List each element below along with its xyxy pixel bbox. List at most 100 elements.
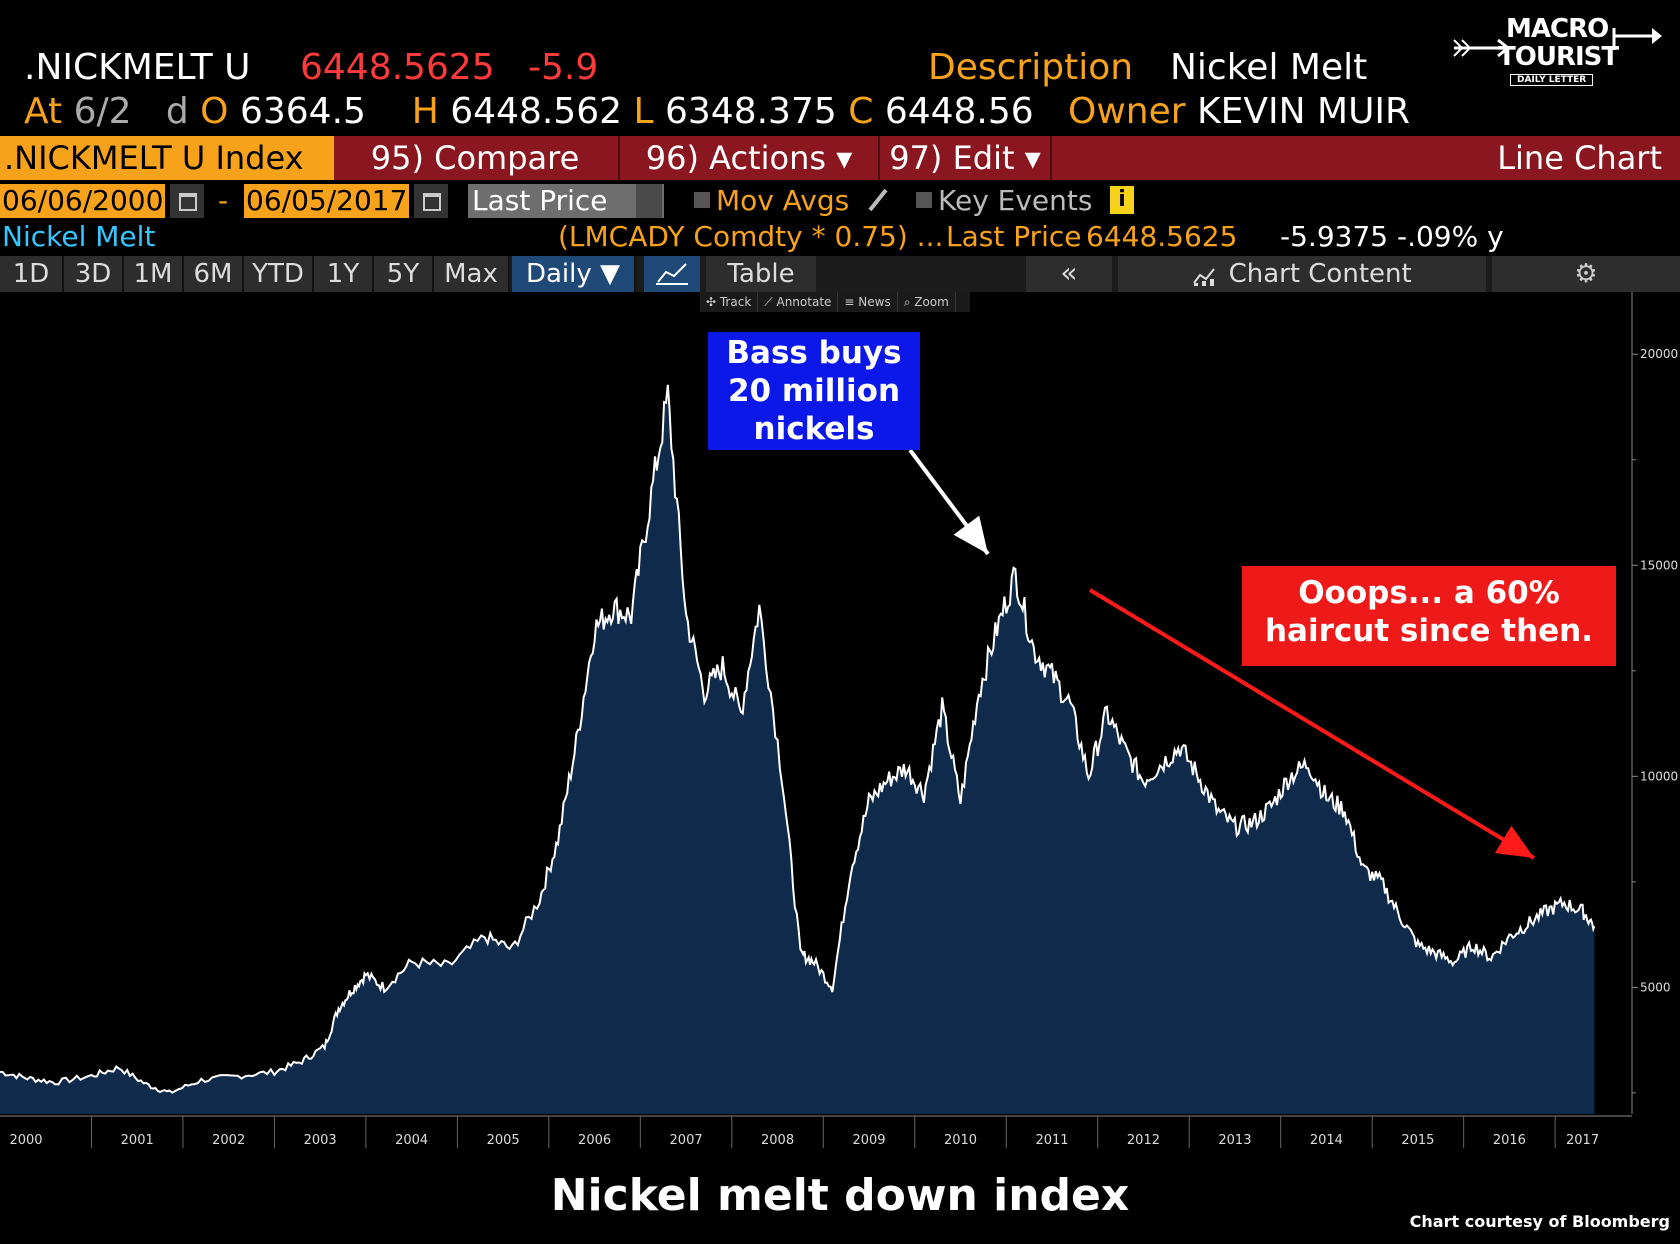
- compare-button[interactable]: 95) Compare: [332, 136, 620, 180]
- timeframe-1d[interactable]: 1D: [0, 256, 64, 292]
- x-tick-label: 2009: [852, 1133, 885, 1148]
- mov-avgs-label: Mov Avgs: [716, 184, 850, 217]
- chart-caption: Nickel melt down index: [550, 1170, 1130, 1221]
- low-label: L: [633, 91, 654, 132]
- macro-tourist-logo: MACRO TOURIST DAILY LETTER: [1450, 8, 1662, 88]
- mov-avgs-checkbox[interactable]: [694, 192, 710, 208]
- mini-toolbar-item[interactable]: ⌕ Zoom: [898, 292, 956, 312]
- open-label: O: [200, 91, 229, 132]
- line-chart-icon[interactable]: [644, 256, 700, 292]
- at-label: At: [24, 91, 63, 132]
- y-tick-label: 20000: [1640, 347, 1678, 361]
- y-tick-label: 15000: [1640, 558, 1678, 572]
- timeframe-3d[interactable]: 3D: [64, 256, 124, 292]
- start-date-input[interactable]: 06/06/2000: [0, 184, 166, 218]
- annotation-bass: Bass buys 20 million nickels: [708, 332, 920, 450]
- calendar-icon[interactable]: [414, 184, 448, 218]
- owner-value: KEVIN MUIR: [1197, 91, 1411, 132]
- flag-arrow-icon: [1612, 28, 1662, 50]
- x-tick-label: 2001: [121, 1133, 154, 1148]
- series-line: [0, 384, 1596, 1094]
- logo-line1: MACRO: [1506, 14, 1609, 44]
- x-tick-label: 2015: [1401, 1133, 1434, 1148]
- price-change: -5.9: [528, 47, 599, 88]
- last-price-label: Last Price: [946, 220, 1082, 253]
- series-area: [0, 384, 1595, 1114]
- annotation-haircut: Ooops... a 60% haircut since then.: [1242, 566, 1616, 666]
- series-change: -5.9375 -.09% y: [1280, 220, 1504, 253]
- x-tick-label: 2012: [1127, 1133, 1160, 1148]
- edit-button[interactable]: 97) Edit ▾: [880, 136, 1052, 180]
- x-tick-label: 2000: [9, 1133, 42, 1148]
- close-value: 6448.56: [884, 91, 1034, 132]
- ohlc-row: At 6/2 d O 6364.5 H 6448.562 L 6348.375 …: [24, 92, 1410, 132]
- description-label: Description: [928, 47, 1134, 88]
- mini-toolbar-item[interactable]: ⟋ Annotate: [758, 292, 839, 312]
- x-axis-band: [0, 1116, 1632, 1156]
- open-value: 6364.5: [239, 91, 366, 132]
- annotation-arrow-white-head: [953, 515, 988, 554]
- field-select[interactable]: Last Price: [468, 184, 664, 218]
- tab-table[interactable]: Table: [706, 256, 816, 292]
- annotation-arrow-red-head: [1494, 825, 1534, 858]
- ticker: .NICKMELT U: [24, 47, 251, 88]
- gear-icon[interactable]: ⚙: [1492, 256, 1680, 292]
- annotation-haircut-line: Ooops... a 60%: [1298, 575, 1560, 611]
- last-price: 6448.5625: [300, 47, 495, 88]
- owner-label: Owner: [1068, 91, 1186, 132]
- mini-toolbar-item[interactable]: ✣ Track: [700, 292, 759, 312]
- x-tick-label: 2010: [944, 1133, 977, 1148]
- last-price-value: 6448.5625: [1086, 220, 1238, 253]
- high-label: H: [411, 91, 439, 132]
- x-tick-label: 2006: [578, 1133, 611, 1148]
- chart-content-icon: [1193, 267, 1216, 286]
- daily-select[interactable]: Daily ▼: [512, 256, 636, 292]
- chart-content-button[interactable]: Chart Content: [1118, 256, 1486, 292]
- timeframe-6m[interactable]: 6M: [184, 256, 244, 292]
- x-tick-label: 2017: [1566, 1133, 1599, 1148]
- info-icon[interactable]: i: [1110, 186, 1134, 214]
- chart-content-label: Chart Content: [1228, 259, 1412, 289]
- series-formula: (LMCADY Comdty * 0.75) ...: [558, 220, 944, 253]
- chevron-down-icon[interactable]: [636, 184, 662, 218]
- actions-button[interactable]: 96) Actions ▾: [620, 136, 880, 180]
- y-tick-label: 10000: [1640, 769, 1678, 783]
- chart-mini-toolbar: ✣ Track ⟋ Annotate ≡ News ⌕ Zoom: [700, 292, 970, 312]
- mini-toolbar-item[interactable]: ≡ News: [838, 292, 898, 312]
- collapse-icon[interactable]: «: [1026, 256, 1112, 292]
- annotation-bass-line: Bass buys: [726, 335, 902, 371]
- low-value: 6348.375: [664, 91, 837, 132]
- annotation-haircut-line: haircut since then.: [1264, 613, 1594, 649]
- close-label: C: [848, 91, 874, 132]
- chart-area: 5000 10000 15000 20000 2000 2001 2002 2003 2004 2…: [0, 292, 1678, 1156]
- command-bar: .NICKMELT U Index 95) Compare 96) Action…: [0, 136, 1680, 180]
- chart-credit: Chart courtesy of Bloomberg: [1409, 1212, 1670, 1231]
- end-date-input[interactable]: 06/05/2017: [244, 184, 410, 218]
- x-tick-label: 2011: [1035, 1133, 1068, 1148]
- x-tick-label: 2003: [304, 1133, 337, 1148]
- logo-line2: TOURIST: [1498, 42, 1619, 72]
- date-dash: -: [218, 184, 229, 217]
- x-tick-label: 2002: [212, 1133, 245, 1148]
- calendar-icon[interactable]: [170, 184, 204, 218]
- x-tick-label: 2014: [1310, 1133, 1343, 1148]
- timeframe-5y[interactable]: 5Y: [374, 256, 434, 292]
- x-tick-label: 2008: [761, 1133, 794, 1148]
- key-events-checkbox[interactable]: [916, 192, 932, 208]
- logo-line3: DAILY LETTER: [1510, 74, 1594, 86]
- chart-type-label[interactable]: Line Chart: [1497, 139, 1662, 177]
- timeframe-ytd[interactable]: YTD: [244, 256, 314, 292]
- high-value: 6448.562: [450, 91, 623, 132]
- x-tick-label: 2007: [670, 1133, 703, 1148]
- timeframe-max[interactable]: Max: [434, 256, 510, 292]
- series-name: Nickel Melt: [2, 220, 156, 253]
- timeframe-1y[interactable]: 1Y: [314, 256, 374, 292]
- timeframe-1m[interactable]: 1M: [124, 256, 184, 292]
- pencil-icon[interactable]: [866, 186, 890, 214]
- at-value: 6/2: [73, 91, 132, 132]
- x-tick-label: 2005: [487, 1133, 520, 1148]
- x-tick-label: 2004: [395, 1133, 428, 1148]
- security-title[interactable]: .NICKMELT U Index: [0, 136, 334, 180]
- y-tick-label: 5000: [1640, 980, 1671, 994]
- annotation-bass-line: 20 million: [727, 373, 901, 409]
